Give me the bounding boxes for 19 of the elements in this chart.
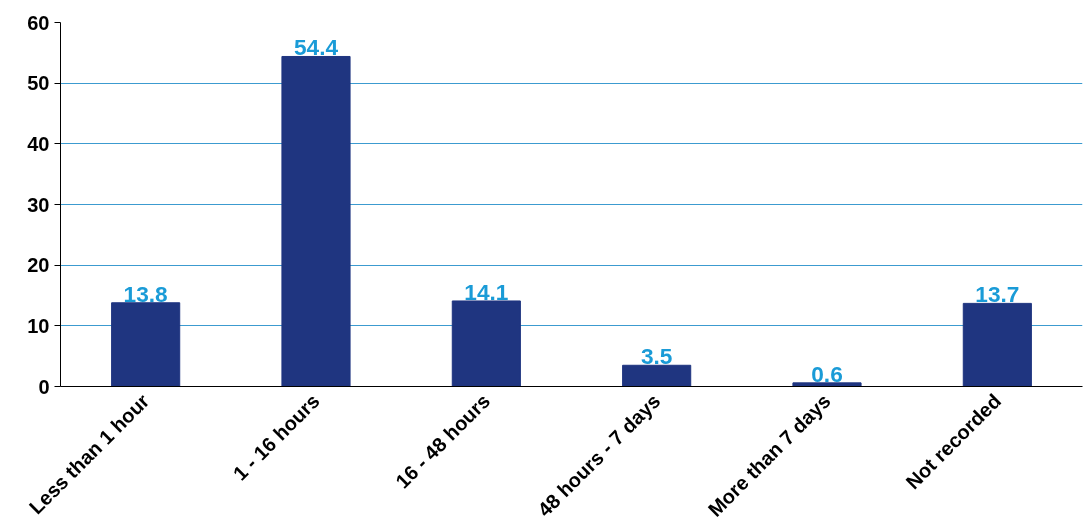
y-tick-label: 10 (27, 314, 50, 337)
data-label: 3.5 (640, 343, 673, 370)
bar (792, 382, 862, 387)
data-label: 54.4 (293, 34, 339, 61)
y-tick-label: 30 (27, 193, 50, 216)
y-tick-label: 20 (27, 254, 50, 277)
y-tick-label: 40 (27, 132, 50, 155)
data-label: 13.8 (123, 280, 168, 307)
y-tick-label: 0 (38, 375, 50, 398)
bar (111, 302, 181, 387)
y-tick-label: 50 (27, 72, 50, 95)
data-label: 13.7 (975, 281, 1020, 308)
y-tick-label: 60 (27, 11, 50, 34)
bar (281, 55, 351, 387)
bar (622, 364, 692, 387)
data-label: 0.6 (811, 360, 843, 387)
data-label: 14.1 (464, 278, 509, 305)
bar (451, 300, 521, 387)
bar (962, 302, 1032, 387)
